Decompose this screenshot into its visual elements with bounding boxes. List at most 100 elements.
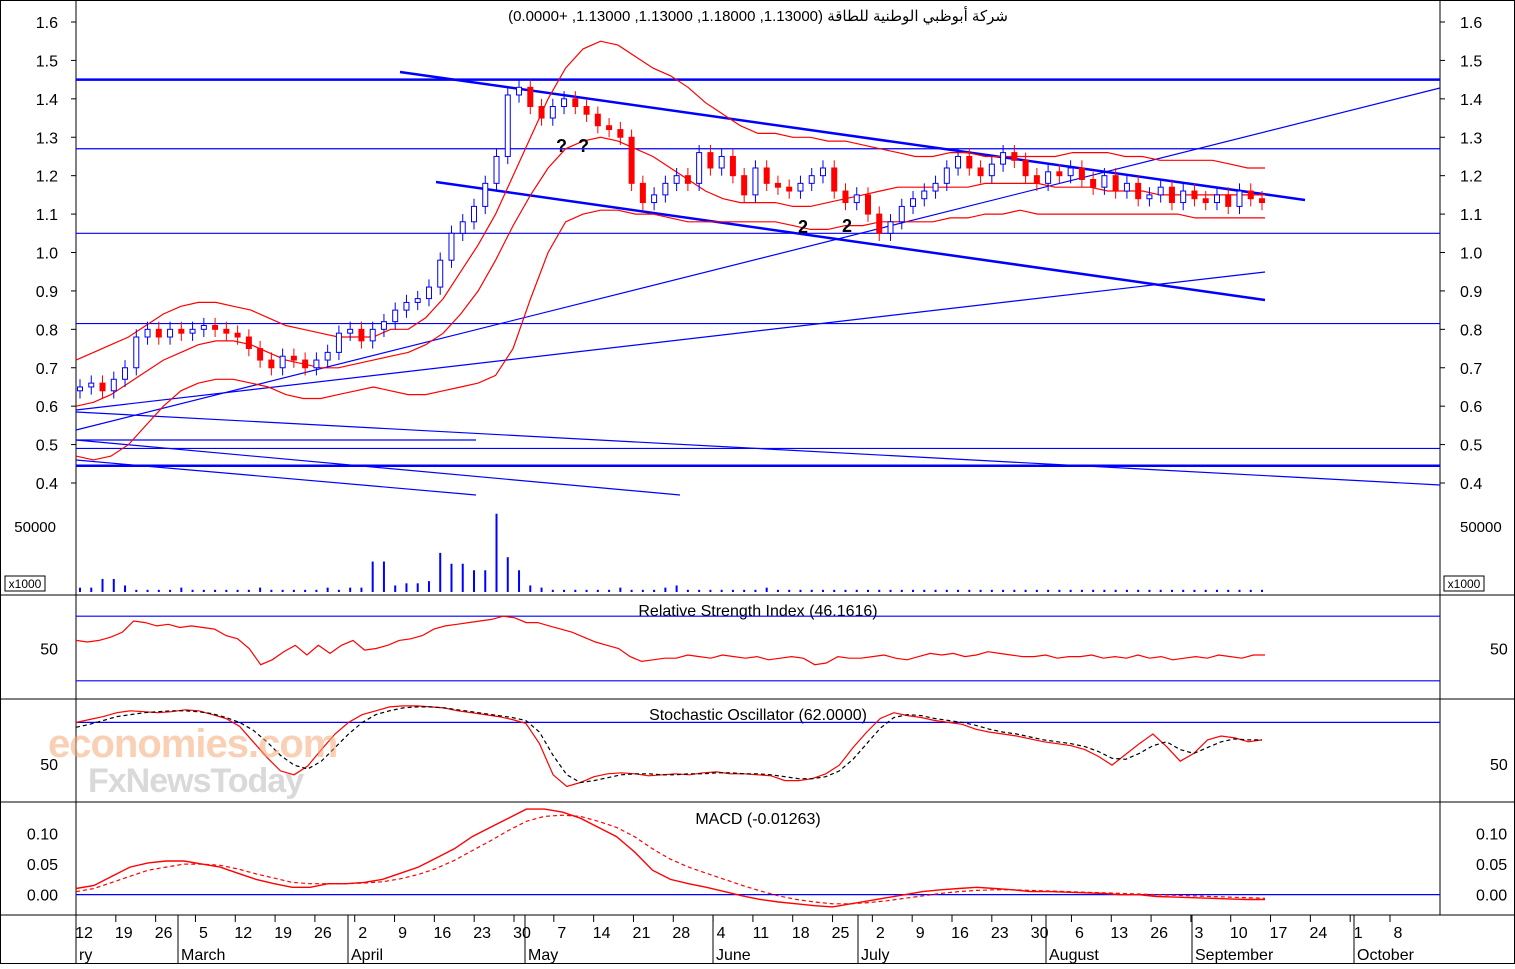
bollinger-lower-band bbox=[75, 209, 1265, 461]
candle-body-99 bbox=[1191, 190, 1198, 200]
x-day-label-1: 19 bbox=[115, 925, 133, 942]
candle-body-74 bbox=[910, 198, 917, 207]
candle-body-67 bbox=[831, 167, 838, 192]
candle-body-104 bbox=[1247, 190, 1254, 200]
candle-body-78 bbox=[955, 155, 962, 169]
stochastic-tick-left: 50 bbox=[40, 757, 58, 774]
x-day-label-25: 6 bbox=[1075, 925, 1084, 942]
candle-body-77 bbox=[943, 167, 950, 184]
candle-body-97 bbox=[1168, 186, 1175, 204]
trend-line-6 bbox=[75, 459, 477, 496]
candle-body-17 bbox=[268, 359, 275, 369]
candle-body-23 bbox=[335, 332, 342, 353]
x-day-label-19: 25 bbox=[832, 925, 850, 942]
x-day-label-33: 8 bbox=[1394, 925, 1403, 942]
candle-body-75 bbox=[921, 190, 928, 200]
y-tick-right-0: 1.6 bbox=[1460, 15, 1482, 32]
candle-body-37 bbox=[493, 155, 500, 184]
x-day-label-18: 18 bbox=[792, 925, 810, 942]
candle-body-3 bbox=[110, 378, 117, 392]
x-day-label-15: 28 bbox=[672, 925, 690, 942]
x-month-label-6: August bbox=[1049, 947, 1099, 964]
x-day-label-16: 4 bbox=[717, 925, 726, 942]
candle-body-63 bbox=[786, 186, 793, 192]
candle-body-40 bbox=[527, 86, 534, 108]
candle-body-47 bbox=[606, 125, 613, 131]
candle-body-73 bbox=[898, 205, 905, 223]
candle-body-58 bbox=[729, 155, 736, 177]
candle-body-102 bbox=[1225, 194, 1232, 207]
candle-body-49 bbox=[628, 136, 635, 184]
x-day-label-24: 30 bbox=[1031, 925, 1049, 942]
candle-body-2 bbox=[99, 382, 106, 392]
candle-body-28 bbox=[392, 309, 399, 323]
candle-body-80 bbox=[977, 167, 984, 177]
y-tick-right-4: 1.2 bbox=[1460, 169, 1482, 186]
candle-body-20 bbox=[302, 359, 309, 369]
y-tick-left-6: 1.0 bbox=[36, 246, 58, 263]
y-tick-right-3: 1.3 bbox=[1460, 130, 1482, 147]
candle-body-48 bbox=[617, 129, 624, 138]
candle-body-105 bbox=[1259, 198, 1265, 204]
macd-tick-right-0: 0.10 bbox=[1476, 827, 1507, 844]
x-day-label-13: 14 bbox=[593, 925, 611, 942]
candle-body-96 bbox=[1157, 186, 1164, 196]
x-month-label-7: September bbox=[1195, 947, 1274, 964]
x-day-label-9: 16 bbox=[433, 925, 451, 942]
candle-body-71 bbox=[876, 213, 883, 234]
x-day-label-23: 23 bbox=[991, 925, 1009, 942]
candle-body-5 bbox=[133, 336, 140, 369]
candle-body-34 bbox=[459, 221, 466, 234]
x-day-label-17: 11 bbox=[753, 925, 770, 942]
main-chart-title: شركة أبوظبي الوطنية للطاقة (1.13000, 1.1… bbox=[508, 6, 1008, 25]
candle-body-88 bbox=[1067, 167, 1074, 177]
candle-body-57 bbox=[718, 155, 725, 169]
y-tick-left-4: 1.2 bbox=[36, 169, 58, 186]
volume-unit-box-right bbox=[1443, 575, 1485, 592]
volume-unit-right: x1000 bbox=[1448, 577, 1481, 591]
chart-annotation-1: ? bbox=[578, 136, 589, 156]
x-day-label-11: 30 bbox=[513, 925, 531, 942]
y-tick-right-7: 0.9 bbox=[1460, 284, 1482, 301]
candle-body-60 bbox=[752, 167, 759, 196]
y-tick-right-11: 0.5 bbox=[1460, 438, 1482, 455]
macd-tick-right-1: 0.05 bbox=[1476, 857, 1507, 874]
candle-body-25 bbox=[358, 328, 365, 342]
candle-body-59 bbox=[741, 175, 748, 196]
x-month-label-4: June bbox=[716, 947, 751, 964]
y-tick-left-11: 0.5 bbox=[36, 438, 58, 455]
x-day-label-22: 16 bbox=[951, 925, 969, 942]
rsi-tick-left: 50 bbox=[40, 642, 58, 659]
y-tick-left-2: 1.4 bbox=[36, 92, 58, 109]
candle-body-98 bbox=[1180, 190, 1187, 204]
candle-body-84 bbox=[1022, 159, 1029, 177]
x-day-label-26: 13 bbox=[1110, 925, 1128, 942]
candle-body-9 bbox=[178, 328, 185, 334]
candle-body-56 bbox=[707, 152, 714, 169]
trend-line-2 bbox=[75, 87, 1441, 431]
y-tick-right-6: 1.0 bbox=[1460, 246, 1482, 263]
candle-body-64 bbox=[797, 182, 804, 192]
candle-body-53 bbox=[673, 175, 680, 184]
macd-tick-left-2: 0.00 bbox=[27, 888, 58, 905]
candle-body-91 bbox=[1101, 175, 1108, 188]
candle-body-103 bbox=[1236, 190, 1243, 207]
candle-body-83 bbox=[1011, 152, 1018, 161]
trend-line-0 bbox=[399, 70, 1306, 202]
y-tick-right-5: 1.1 bbox=[1460, 207, 1482, 224]
candle-body-86 bbox=[1045, 171, 1052, 184]
x-month-label-3: May bbox=[528, 947, 558, 964]
chart-annotation-0: ? bbox=[556, 136, 567, 156]
candle-body-35 bbox=[471, 205, 477, 223]
candle-body-72 bbox=[887, 221, 894, 234]
candle-body-82 bbox=[1000, 152, 1007, 165]
stochastic-tick-right: 50 bbox=[1490, 757, 1508, 774]
x-day-label-28: 3 bbox=[1194, 925, 1203, 942]
macd-tick-right-2: 0.00 bbox=[1476, 888, 1507, 905]
candle-body-61 bbox=[763, 167, 770, 184]
candle-body-19 bbox=[290, 355, 297, 361]
candle-body-27 bbox=[380, 321, 387, 330]
candle-body-41 bbox=[538, 106, 545, 119]
